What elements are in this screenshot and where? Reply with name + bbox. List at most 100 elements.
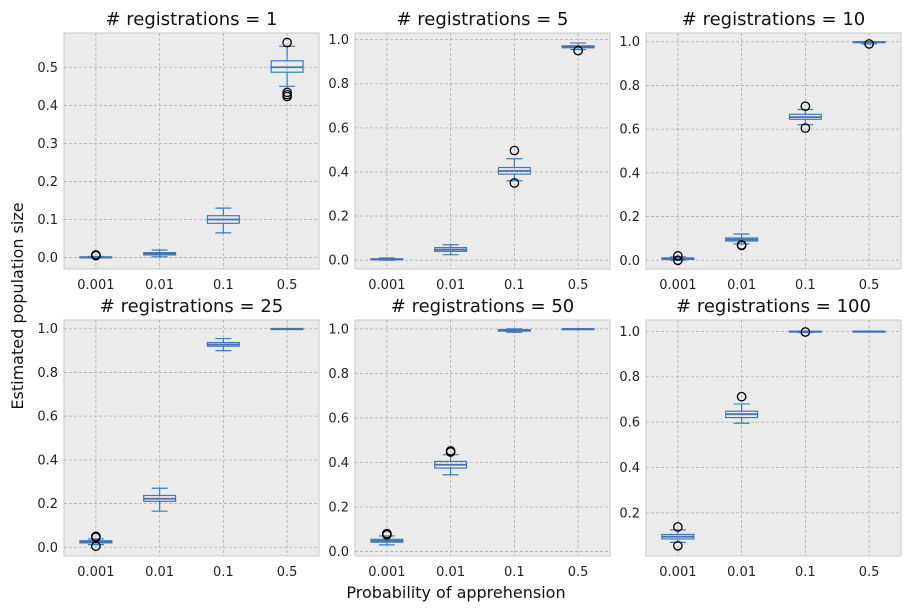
ytick-label: 0.0 [37, 541, 58, 556]
box-plot [370, 257, 404, 261]
ytick-label: 0.0 [619, 254, 640, 269]
xtick-label: 0.1 [213, 278, 234, 293]
xtick-label: 0.001 [659, 565, 696, 580]
ytick-label: 0.4 [328, 456, 349, 471]
ytick-label: 0.4 [37, 99, 58, 114]
xtick-label: 0.001 [368, 278, 405, 293]
ytick-label: 0.1 [37, 213, 58, 228]
ytick-label: 0.0 [37, 251, 58, 266]
box-plot [661, 522, 695, 551]
xtick-label: 0.5 [859, 278, 880, 293]
ytick-label: 0.2 [37, 497, 58, 512]
xtick-label: 0.001 [368, 565, 405, 580]
subplot-title: # registrations = 1 [105, 9, 277, 30]
box-plot [270, 327, 304, 331]
ytick-label: 1.0 [328, 33, 349, 48]
outlier-point [864, 39, 874, 49]
outlier-point [800, 327, 811, 337]
xtick-label: 0.5 [277, 565, 298, 580]
box-plot [434, 446, 468, 476]
ytick-label: 0.5 [37, 61, 58, 76]
box-plot [852, 39, 886, 49]
subplot: 0.0 0.2 0.4 0.6 0.8 1.0 0.001 0.01 0.1 0.5 # regis… [328, 296, 611, 580]
box-plot [561, 328, 595, 331]
subplot-title: # registrations = 50 [391, 296, 574, 317]
ytick-label: 1.0 [619, 325, 640, 340]
box-plot [725, 391, 759, 424]
xtick-label: 0.5 [859, 565, 880, 580]
outlier-point [673, 255, 683, 266]
plot-area [354, 32, 611, 270]
ytick-label: 0.8 [328, 367, 349, 382]
ytick-label: 0.2 [37, 175, 58, 190]
plot-area [63, 32, 320, 270]
subplot-title: # registrations = 100 [676, 296, 871, 317]
outlier-point [91, 541, 101, 552]
box-plot [788, 327, 822, 337]
ytick-label: 0.8 [37, 366, 58, 381]
outlier-point [282, 91, 292, 102]
ytick-label: 0.6 [328, 411, 349, 426]
ytick-label: 0.6 [328, 121, 349, 136]
outlier-point [91, 250, 101, 260]
ytick-label: 0.6 [619, 416, 640, 431]
xtick-label: 0.1 [504, 565, 525, 580]
box-plot [270, 37, 304, 102]
box-plot [497, 328, 531, 333]
ytick-label: 0.0 [328, 545, 349, 560]
box-plot [206, 337, 240, 352]
subplot-title: # registrations = 25 [100, 296, 283, 317]
subplot: 0.0 0.1 0.2 0.3 0.4 0.5 0.001 0.01 0.1 0.5 # regis… [37, 9, 320, 293]
outlier-point [509, 178, 520, 188]
figure-ylabel: Estimated population size [8, 202, 27, 409]
outlier-point [573, 45, 583, 56]
xtick-label: 0.001 [77, 565, 114, 580]
ytick-label: 0.6 [619, 123, 640, 138]
xtick-label: 0.1 [504, 278, 525, 293]
outlier-point [736, 391, 747, 402]
ytick-label: 1.0 [619, 35, 640, 50]
box-plot [206, 207, 240, 234]
xtick-label: 0.5 [568, 565, 589, 580]
xtick-label: 0.1 [795, 565, 816, 580]
xtick-label: 0.01 [436, 278, 465, 293]
box-plot [661, 251, 695, 266]
xtick-label: 0.5 [277, 278, 298, 293]
ytick-label: 1.0 [328, 322, 349, 337]
xtick-label: 0.1 [213, 565, 234, 580]
outlier-point [382, 529, 392, 540]
ytick-label: 0.4 [619, 166, 640, 181]
outlier-point [673, 251, 683, 261]
ytick-label: 1.0 [37, 322, 58, 337]
outlier-point [736, 240, 747, 251]
ytick-label: 0.8 [619, 370, 640, 385]
outlier-point [282, 37, 292, 48]
box-plot [561, 42, 595, 56]
figure-xlabel: Probability of apprehension [346, 583, 565, 602]
ytick-label: 0.2 [619, 210, 640, 225]
xtick-label: 0.01 [727, 565, 756, 580]
plot-area [63, 319, 320, 557]
subplot: 0.2 0.4 0.6 0.8 1.0 0.001 0.01 0.1 0.5 # registra… [619, 296, 902, 580]
outlier-point [673, 540, 683, 551]
subplot: 0.0 0.2 0.4 0.6 0.8 1.0 0.001 0.01 0.1 0.5 # regis… [328, 9, 611, 293]
box-plot [852, 330, 886, 333]
box-plot [788, 101, 822, 133]
ytick-label: 0.6 [37, 410, 58, 425]
xtick-label: 0.01 [145, 565, 174, 580]
subplots-grid: 0.0 0.1 0.2 0.3 0.4 0.5 0.001 0.01 0.1 0.5 # regis… [37, 9, 902, 580]
xtick-label: 0.01 [727, 278, 756, 293]
box-plot [497, 145, 531, 188]
ytick-label: 0.8 [619, 79, 640, 94]
ytick-label: 0.2 [328, 210, 349, 225]
xtick-label: 0.01 [436, 565, 465, 580]
outlier-point [800, 123, 811, 133]
ytick-label: 0.2 [328, 501, 349, 516]
box-plot [725, 233, 759, 251]
outlier-point [673, 522, 683, 532]
box-plot [370, 528, 404, 546]
box-plot [143, 249, 177, 258]
subplot-title: # registrations = 5 [396, 9, 568, 30]
ytick-label: 0.2 [619, 506, 640, 521]
box-plot [79, 250, 113, 261]
